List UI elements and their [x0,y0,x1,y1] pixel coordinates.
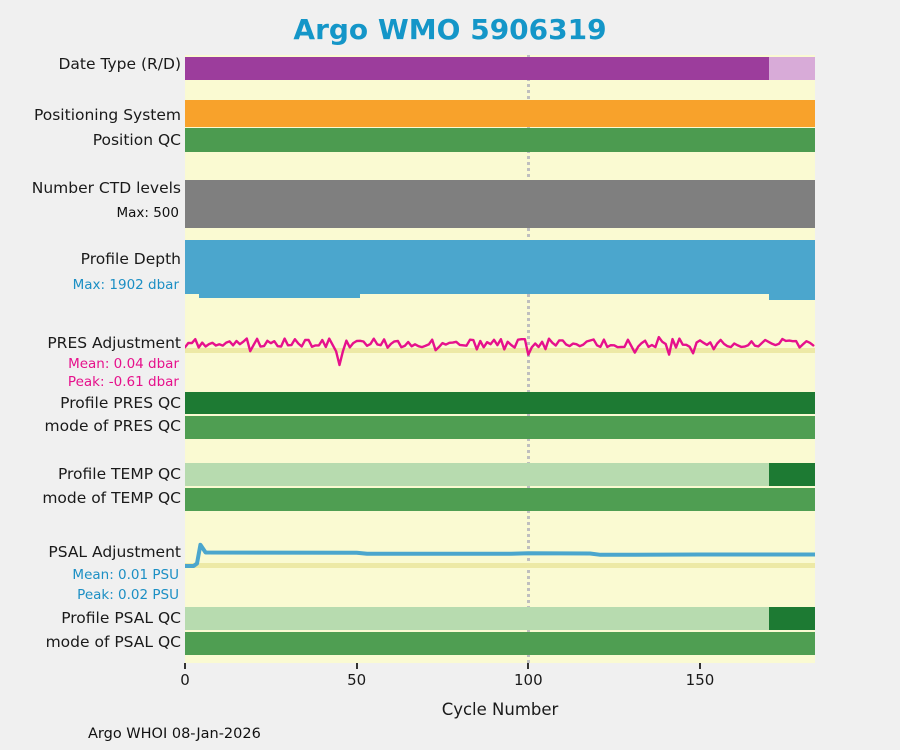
pres-adjustment-zero-band [185,348,815,353]
x-axis-label: Cycle Number [441,700,559,719]
sublabel-ctd-max: Max: 500 [116,205,179,221]
date-type-segment [185,57,769,80]
label-profile-temp-qc: Profile TEMP QC [57,465,181,483]
profile-depth-segment [768,240,815,300]
profile-pres-qc-segment [185,392,815,414]
label-mode-psal-qc: mode of PSAL QC [45,633,181,651]
profile-temp-qc-segment [185,463,769,486]
label-profile-pres-qc: Profile PRES QC [60,394,181,412]
sublabel-pres-peak: Peak: -0.61 dbar [67,374,179,390]
label-pres-adjustment: PRES Adjustment [47,334,181,352]
profile-depth-segment [185,240,199,295]
x-tick-mark [355,663,358,669]
mode-temp-qc-segment [185,488,815,511]
profile-psal-qc-segment [768,607,815,630]
positioning-system-segment [185,100,815,127]
label-mode-temp-qc: mode of TEMP QC [42,489,181,507]
profile-temp-qc-segment [768,463,815,486]
adjustment-lines [185,335,815,568]
profile-depth-segment [360,240,769,294]
position-qc-segment [185,128,815,152]
x-tick-label: 0 [180,671,190,689]
label-positioning-system: Positioning System [33,106,181,124]
label-profile-depth: Profile Depth [80,250,181,268]
chart-title: Argo WMO 5906319 [293,13,607,46]
profile-depth-segment [198,240,361,299]
x-tick-label: 100 [513,671,543,689]
mode-pres-qc-segment [185,416,815,439]
footer-credit: Argo WHOI 08-Jan-2026 [88,726,261,742]
label-psal-adjustment: PSAL Adjustment [48,543,181,561]
x-tick-label: 50 [347,671,367,689]
sublabel-depth-max: Max: 1902 dbar [72,277,179,293]
ctd-levels-segment [185,180,815,228]
label-profile-psal-qc: Profile PSAL QC [61,609,181,627]
x-tick-mark [698,663,701,669]
sublabel-psal-mean: Mean: 0.01 PSU [72,567,179,583]
label-ctd-levels: Number CTD levels [31,179,181,197]
x-tick-label: 150 [685,671,715,689]
cycle-marker-line [526,55,530,663]
date-type-segment [768,57,815,80]
label-mode-pres-qc: mode of PRES QC [44,417,181,435]
plot-area [185,55,815,663]
label-date-type: Date Type (R/D) [58,55,181,73]
mode-psal-qc-segment [185,632,815,655]
x-tick-mark [184,663,186,669]
sublabel-psal-peak: Peak: 0.02 PSU [77,587,179,603]
pres-adjustment-line [185,335,815,367]
psal-adjustment-line [185,542,815,568]
x-tick-mark [527,663,530,669]
profile-psal-qc-segment [185,607,769,630]
sublabel-pres-mean: Mean: 0.04 dbar [68,356,179,372]
label-position-qc: Position QC [92,131,181,149]
psal-adjustment-zero-band [185,563,815,568]
